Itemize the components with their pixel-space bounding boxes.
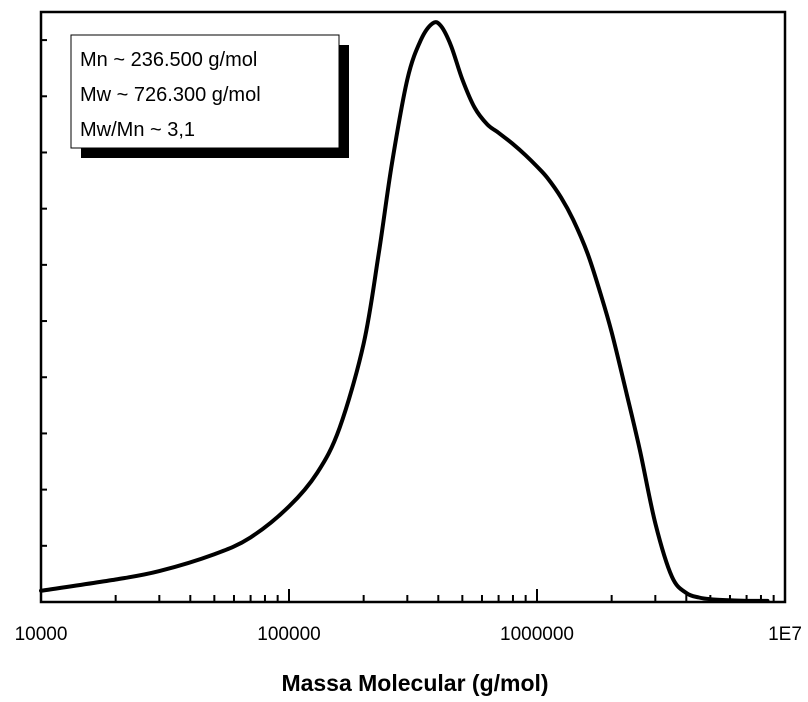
annotation-mw: Mw ~ 726.300 g/mol <box>80 84 261 106</box>
molecular-weight-distribution-curve <box>39 20 770 603</box>
stats-annotation-box: Mn ~ 236.500 g/mol Mw ~ 726.300 g/mol Mw… <box>70 34 349 158</box>
x-tick-labels: 10000 100000 1000000 1E7 <box>15 624 802 645</box>
plot-frame <box>39 10 787 604</box>
x-axis-title: Massa Molecular (g/mol) <box>281 670 548 696</box>
x-tick-label: 1000000 <box>500 624 574 645</box>
annotation-pdi: Mw/Mn ~ 3,1 <box>80 119 195 141</box>
x-tick-label: 10000 <box>15 624 68 645</box>
x-tick-label: 100000 <box>257 624 320 645</box>
annotation-mn: Mn ~ 236.500 g/mol <box>80 49 257 71</box>
annotation-box <box>70 34 340 149</box>
x-tick-label: 1E7 <box>768 624 802 645</box>
